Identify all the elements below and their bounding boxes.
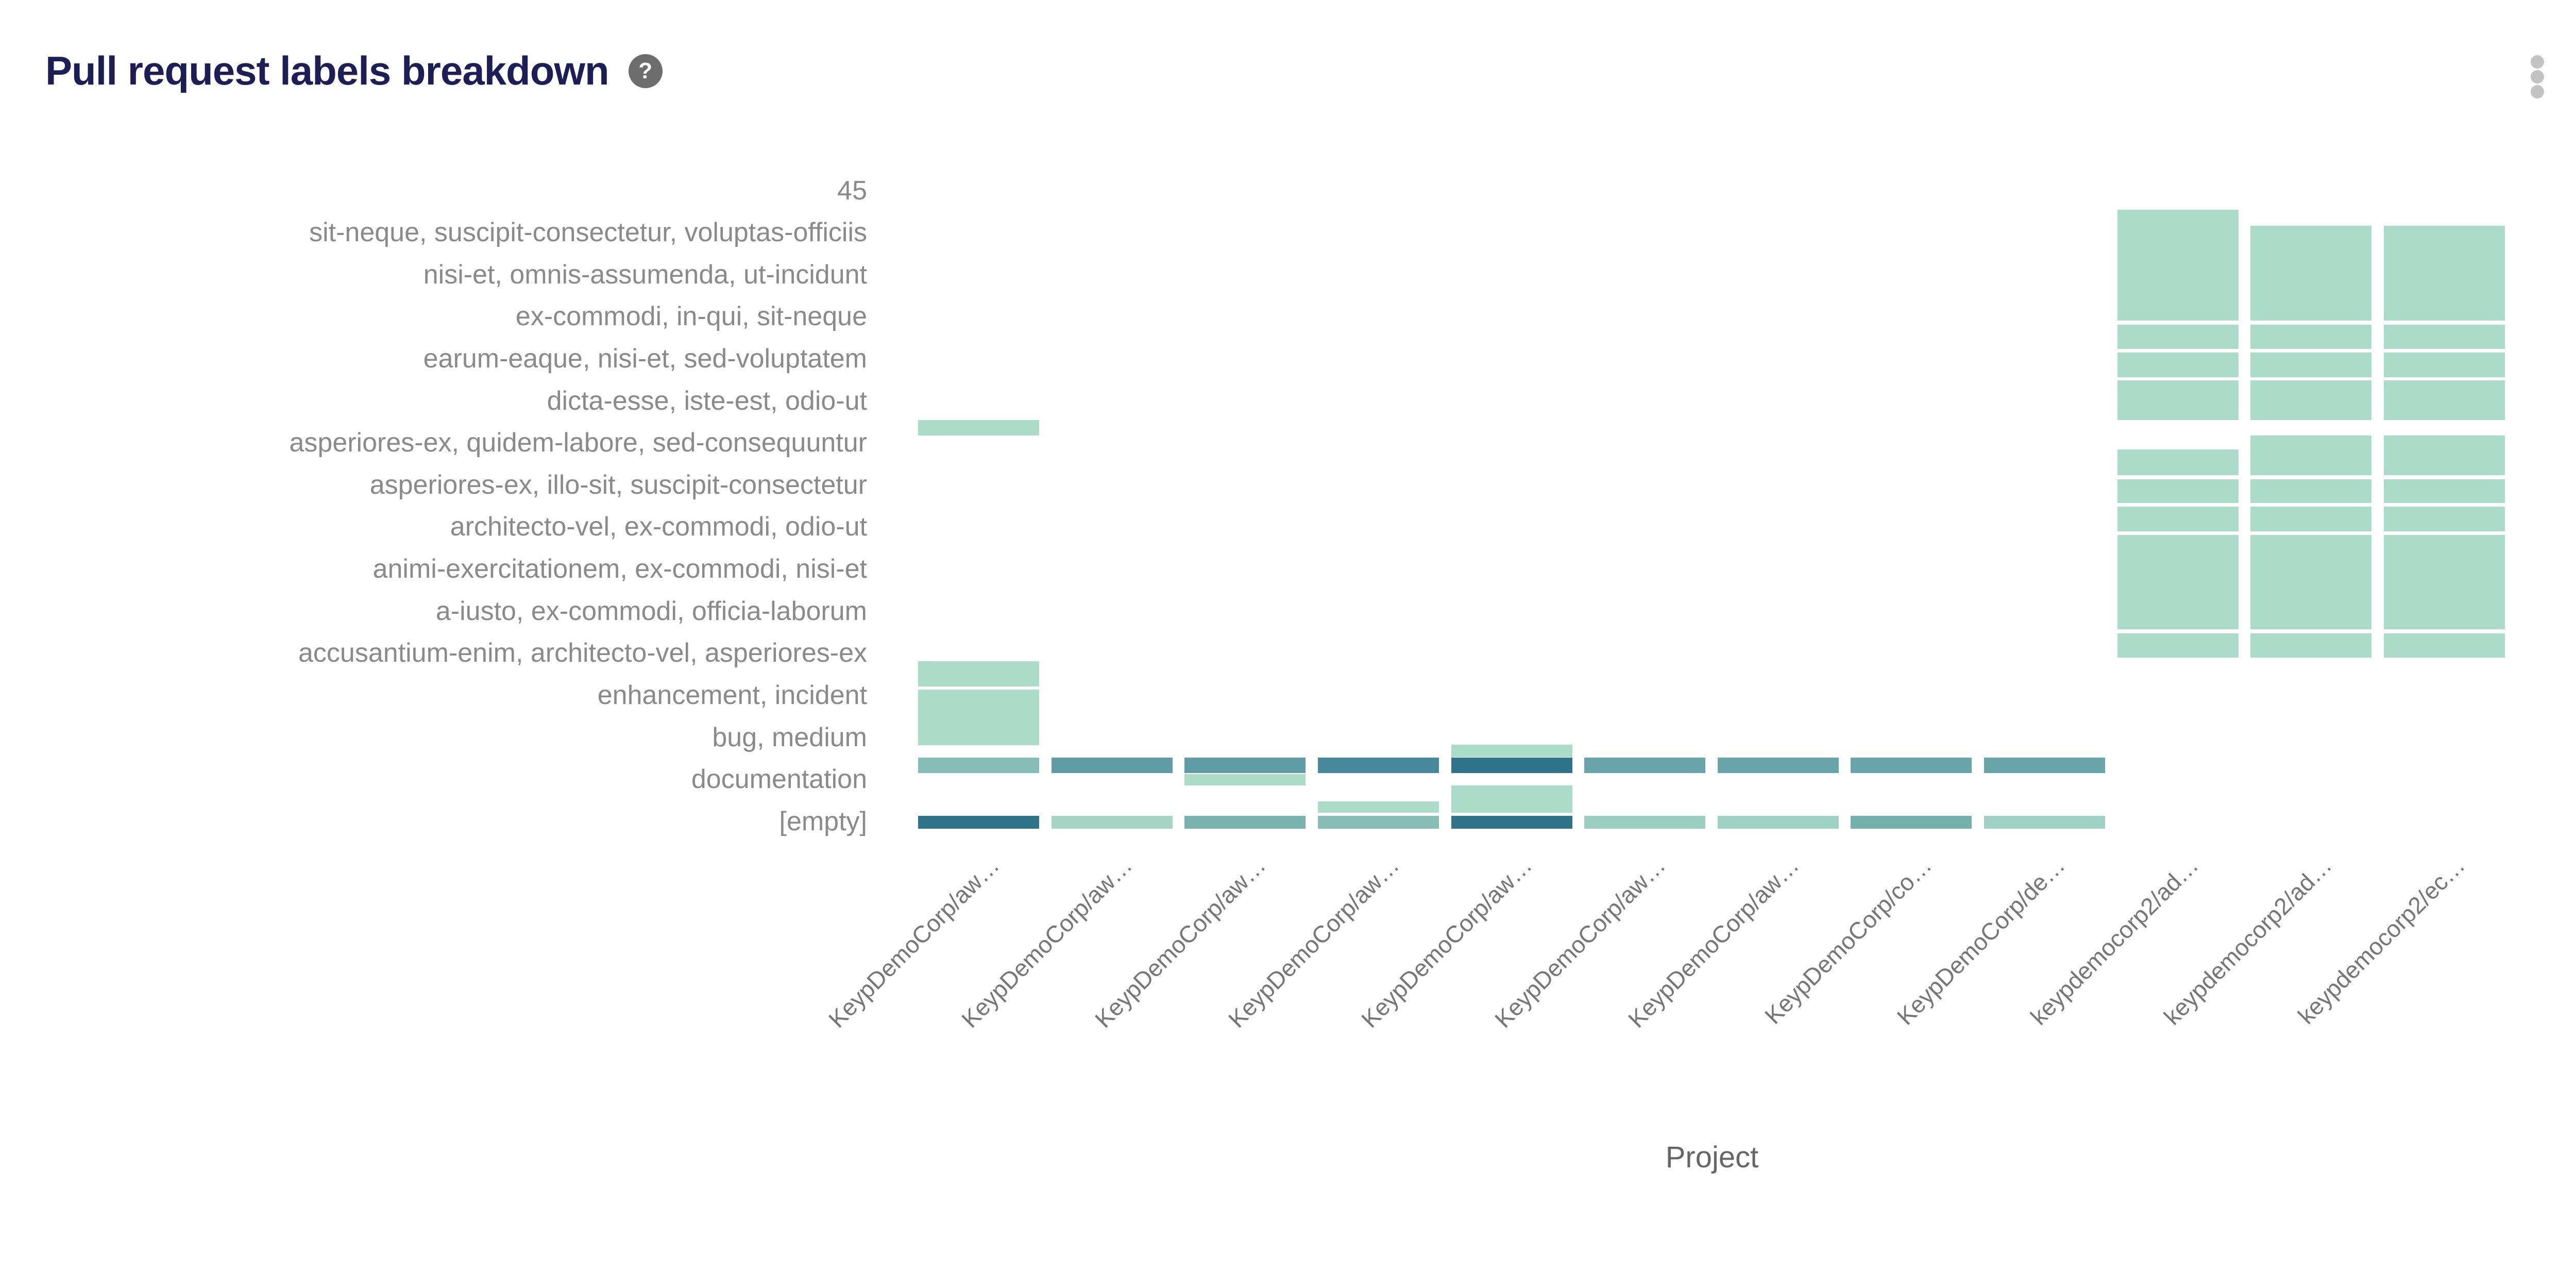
bar-segment[interactable]	[2384, 226, 2505, 321]
y-tick-label: accusantium-enim, architecto-vel, asperi…	[298, 638, 867, 668]
ellipsis-dot	[2531, 55, 2544, 69]
bar-segment[interactable]	[1451, 785, 1572, 813]
bar-segment[interactable]	[1052, 816, 1173, 829]
bar-segment[interactable]	[2384, 435, 2505, 475]
widget-header: Pull request labels breakdown ?	[45, 47, 663, 94]
y-tick-label: asperiores-ex, quidem-labore, sed-conseq…	[289, 428, 867, 458]
bar-segment[interactable]	[918, 420, 1039, 435]
bar-segment[interactable]	[1318, 758, 1439, 773]
bar-segment[interactable]	[918, 758, 1039, 773]
bar-segment[interactable]	[2250, 325, 2371, 349]
y-tick-label: [empty]	[779, 806, 868, 836]
bar-segment[interactable]	[1451, 758, 1572, 773]
bar-segment[interactable]	[2117, 210, 2239, 321]
bar-segment[interactable]	[1184, 758, 1306, 773]
bar-segment[interactable]	[2117, 380, 2239, 420]
bar-segment[interactable]	[1318, 801, 1439, 813]
bar-segment[interactable]	[1584, 816, 1705, 829]
bar-segment[interactable]	[1851, 816, 1972, 829]
bar-segment[interactable]	[2250, 353, 2371, 377]
bar-segment[interactable]	[1451, 816, 1572, 829]
y-tick-numeric: 45	[837, 176, 867, 206]
bar-segment[interactable]	[1718, 816, 1839, 829]
bar-segment[interactable]	[1052, 758, 1173, 773]
bar-segment[interactable]	[2250, 633, 2371, 658]
bar-segment[interactable]	[2117, 449, 2239, 475]
bar-segment[interactable]	[2384, 380, 2505, 420]
bar-segment[interactable]	[2117, 353, 2239, 377]
bar-segment[interactable]	[1851, 758, 1972, 773]
bar-segment[interactable]	[2117, 507, 2239, 531]
y-tick-label: bug, medium	[712, 722, 867, 752]
vertical-ellipsis-icon[interactable]	[2529, 53, 2546, 100]
bar-segment[interactable]	[918, 690, 1039, 745]
ellipsis-dot	[2531, 70, 2544, 83]
y-tick-label: sit-neque, suscipit-consectetur, volupta…	[309, 217, 867, 247]
bar-segment[interactable]	[918, 816, 1039, 829]
question-mark-icon[interactable]: ?	[628, 54, 663, 88]
bar-segment[interactable]	[1184, 774, 1306, 785]
bar-segment[interactable]	[2384, 353, 2505, 377]
y-tick-label: asperiores-ex, illo-sit, suscipit-consec…	[369, 470, 867, 500]
bar-segment[interactable]	[2250, 435, 2371, 475]
bar-segment[interactable]	[2384, 535, 2505, 629]
bar-segment[interactable]	[2384, 507, 2505, 531]
bar-segment[interactable]	[2250, 507, 2371, 531]
y-tick-label: architecto-vel, ex-commodi, odio-ut	[450, 512, 867, 542]
bar-segment[interactable]	[1451, 745, 1572, 757]
bar-segment[interactable]	[2117, 535, 2239, 629]
bar-segment[interactable]	[1984, 816, 2105, 829]
bar-segment[interactable]	[2250, 535, 2371, 629]
bar-segment[interactable]	[2384, 633, 2505, 658]
bar-segment[interactable]	[2250, 479, 2371, 503]
bar-segment[interactable]	[2384, 325, 2505, 349]
y-tick-label: ex-commodi, in-qui, sit-neque	[515, 301, 867, 332]
y-tick-label: nisi-et, omnis-assumenda, ut-incidunt	[423, 259, 867, 290]
y-tick-label: dicta-esse, iste-est, odio-ut	[547, 385, 867, 416]
bar-segment[interactable]	[1718, 758, 1839, 773]
x-axis-title: Project	[1665, 1141, 1759, 1174]
y-tick-label: enhancement, incident	[597, 680, 867, 711]
y-tick-label: earum-eaque, nisi-et, sed-voluptatem	[423, 343, 867, 374]
y-tick-label: a-iusto, ex-commodi, officia-laborum	[435, 596, 867, 626]
bar-segment[interactable]	[2117, 633, 2239, 658]
y-tick-label: documentation	[691, 764, 867, 795]
bar-segment[interactable]	[1584, 758, 1705, 773]
bar-segment[interactable]	[2250, 380, 2371, 420]
bar-segment[interactable]	[1184, 816, 1306, 829]
ellipsis-dot	[2531, 85, 2544, 98]
bar-segment[interactable]	[2117, 479, 2239, 503]
bar-segment[interactable]	[1984, 758, 2105, 773]
bar-segment[interactable]	[2250, 226, 2371, 321]
y-tick-label: animi-exercitationem, ex-commodi, nisi-e…	[372, 554, 867, 584]
bar-segment[interactable]	[2384, 479, 2505, 503]
widget-title: Pull request labels breakdown	[45, 48, 609, 93]
bar-segment[interactable]	[918, 661, 1039, 686]
bar-segment[interactable]	[2117, 325, 2239, 349]
bar-segment[interactable]	[1318, 816, 1439, 829]
